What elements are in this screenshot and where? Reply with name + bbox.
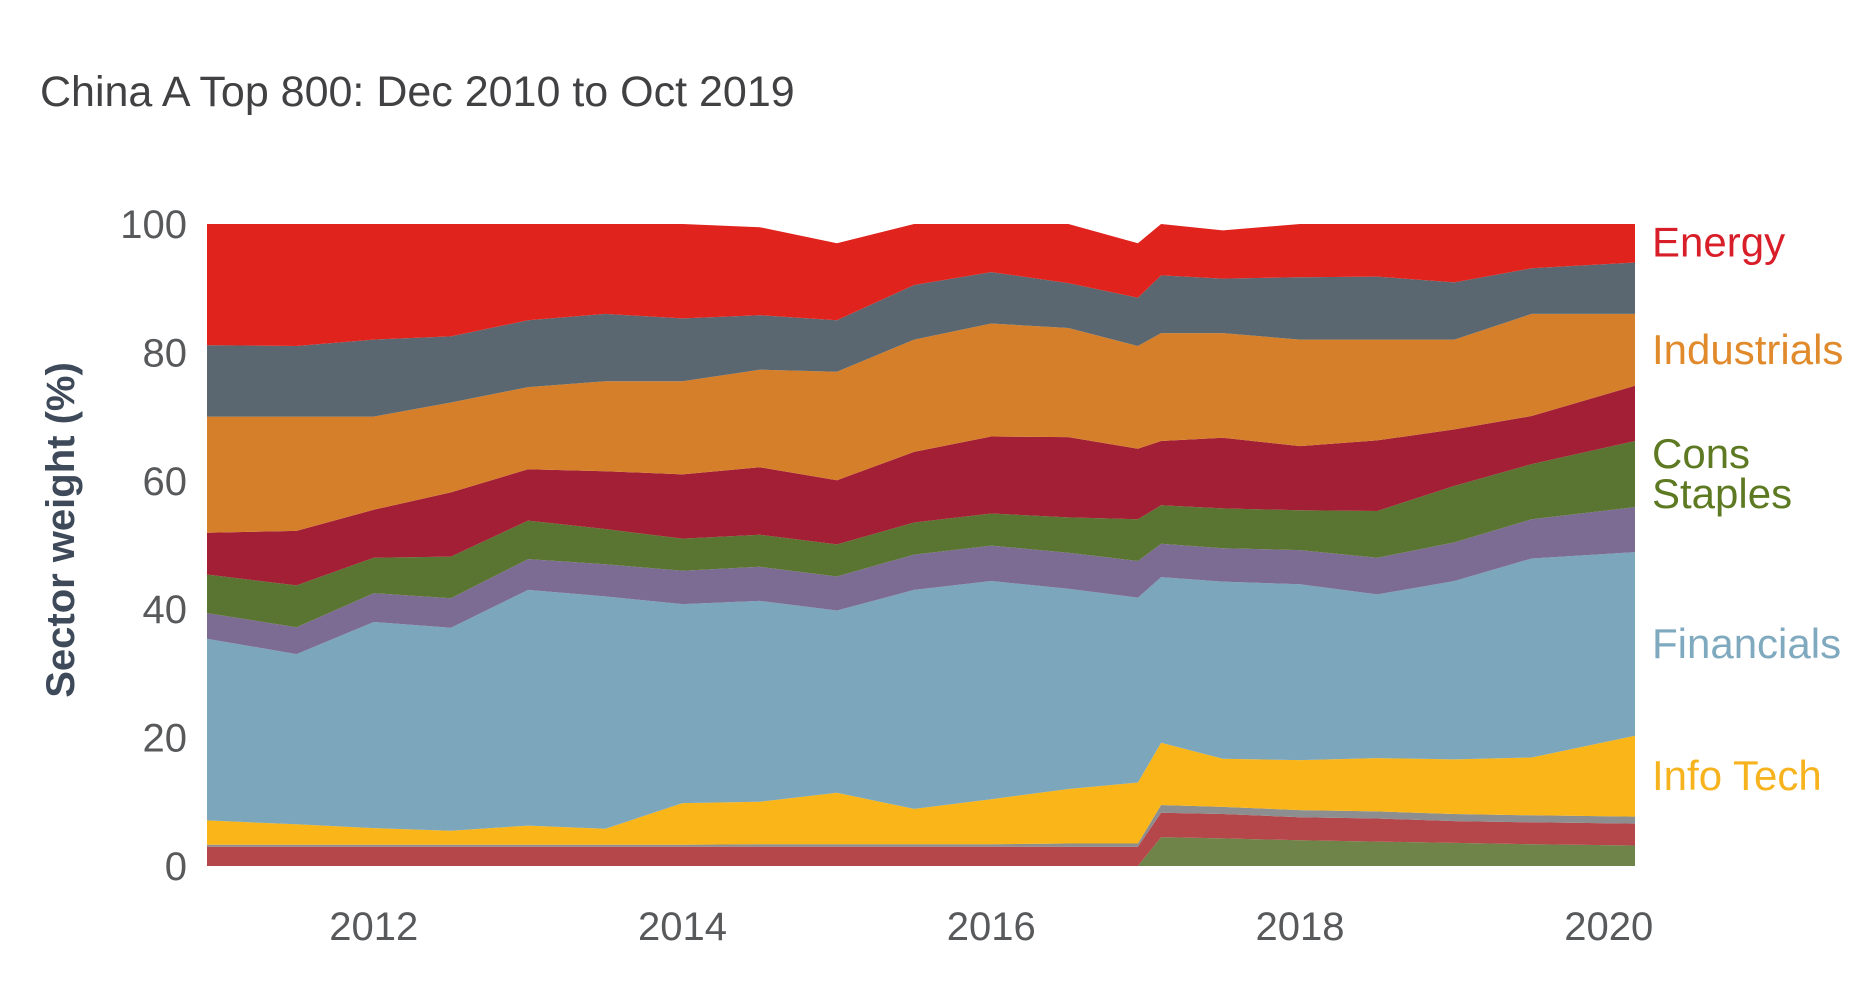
area-industrials [207,313,1635,533]
y-axis-label: Sector weight (%) [39,362,83,698]
x-tick-label: 2020 [1564,905,1653,949]
series-label-industrials: Industrials [1652,326,1843,373]
y-tick-label: 0 [165,845,187,889]
area-energy [207,224,1635,346]
area-cons-staples [207,441,1635,628]
series-label-financials: Financials [1652,620,1841,667]
x-tick-label: 2014 [638,905,727,949]
series-label-energy: Energy [1652,218,1785,265]
x-tick-label: 2016 [947,905,1036,949]
area-series-9 [207,262,1635,417]
area-series-0 [207,837,1635,866]
series-label-cons-staples: Staples [1652,470,1792,517]
area-layers [207,224,1635,866]
y-tick-label: 40 [143,588,188,632]
x-tick-label: 2018 [1256,905,1345,949]
y-axis-ticks: 0 20 40 60 80 100 [120,203,187,889]
y-tick-label: 20 [143,717,188,761]
area-series-7 [207,385,1635,586]
series-label-cons-staples: Cons [1652,430,1750,477]
y-tick-label: 100 [120,203,187,247]
area-series-1 [207,812,1635,866]
y-tick-label: 60 [143,460,188,504]
area-series-5 [207,507,1635,655]
area-series-2 [207,805,1635,847]
x-axis-ticks: 2012 2014 2016 2018 2020 [329,905,1653,949]
area-financials [207,552,1635,831]
y-tick-label: 80 [143,331,188,375]
x-tick-label: 2012 [329,905,418,949]
series-label-info-tech: Info Tech [1652,752,1822,799]
area-info-tech [207,735,1635,845]
chart-title: China A Top 800: Dec 2010 to Oct 2019 [40,68,795,116]
